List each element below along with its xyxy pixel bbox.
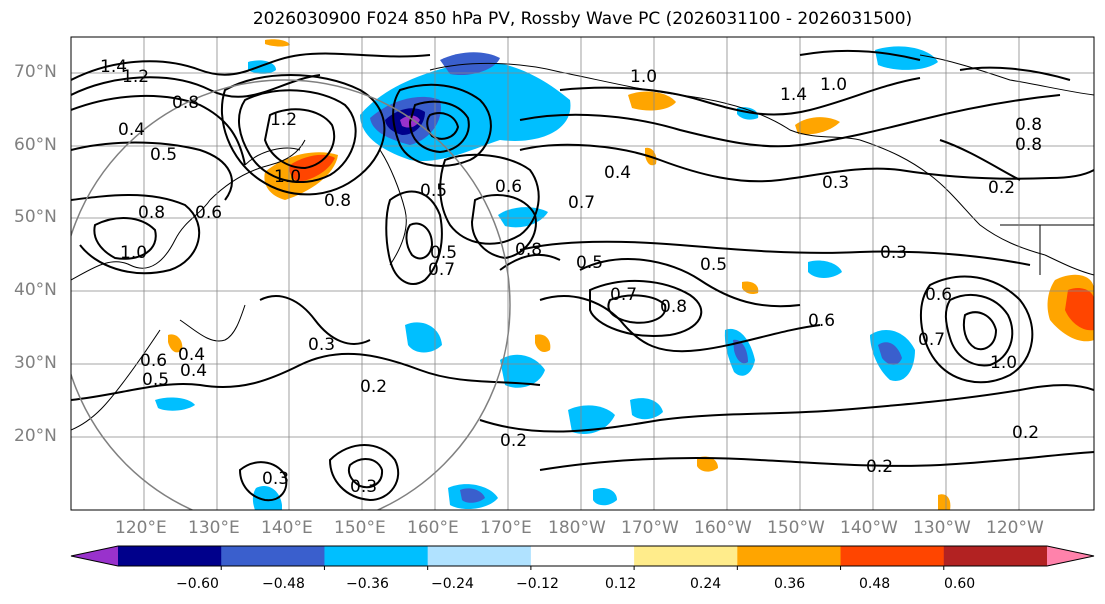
reference-circle	[71, 79, 511, 510]
lat-label: 50°N	[14, 207, 57, 227]
lat-label: 40°N	[14, 280, 57, 300]
lat-label: 30°N	[14, 353, 57, 373]
map-panel: 1.4 1.2 0.8 0.4 0.5 0.8 1.0 0.6 1.2 1.0 …	[70, 36, 1095, 511]
colorbar-segment	[324, 546, 429, 566]
lon-label: 130°W	[913, 518, 971, 538]
pv-contours	[71, 49, 1094, 502]
contour-label: 0.7	[918, 330, 945, 350]
colorbar-segment	[530, 546, 635, 566]
colorbar-segment	[840, 546, 945, 566]
colorbar-tick-label: −0.36	[346, 576, 389, 592]
contour-label: 0.2	[866, 457, 893, 477]
colorbar-segment	[943, 546, 1048, 566]
colorbar-tick-label: 0.60	[944, 576, 976, 592]
colorbar-tick-label: 0.12	[605, 576, 637, 592]
contour-label: 0.8	[138, 203, 165, 223]
contour-label: 0.6	[195, 203, 222, 223]
contour-label: 0.5	[150, 145, 177, 165]
contour-label: 0.8	[1015, 135, 1042, 155]
colorbar-tick-label: 0.24	[690, 576, 722, 592]
contour-label: 0.5	[700, 255, 727, 275]
contour-label: 1.0	[820, 75, 847, 95]
colorbar-segment	[118, 546, 222, 566]
contour-label: 0.8	[1015, 115, 1042, 135]
colorbar-tick-label: 0.48	[859, 576, 891, 592]
colorbar-extend-high	[1047, 546, 1094, 566]
contour-label: 0.6	[808, 311, 835, 331]
colorbar-extend-low	[71, 546, 118, 566]
contour-label: 0.4	[178, 345, 205, 365]
contour-label: 0.7	[610, 285, 637, 305]
contour-label: 0.5	[142, 370, 169, 390]
contour-label: 1.0	[630, 67, 657, 87]
contour-label: 0.5	[430, 243, 457, 263]
lon-label: 130°E	[188, 518, 240, 538]
contour-label: 0.5	[420, 181, 447, 201]
contour-label: 0.3	[350, 477, 377, 497]
lat-label: 60°N	[14, 135, 57, 155]
contour-label: 1.4	[100, 57, 127, 77]
lat-label: 70°N	[14, 62, 57, 82]
contour-label: 0.7	[428, 260, 455, 280]
colorbar-segment	[427, 546, 532, 566]
map-background	[71, 37, 1094, 510]
contour-label: 1.2	[122, 67, 149, 87]
contour-label: 1.2	[270, 110, 297, 130]
lon-label: 160°W	[694, 518, 752, 538]
lat-label: 20°N	[14, 426, 57, 446]
lon-label: 150°E	[334, 518, 386, 538]
map-title: 2026030900 F024 850 hPa PV, Rossby Wave …	[252, 9, 913, 29]
colorbar-tick-label: −0.60	[176, 576, 219, 592]
lon-label: 170°W	[621, 518, 679, 538]
contour-label: 0.5	[576, 253, 603, 273]
lon-label: 150°W	[767, 518, 825, 538]
colorbar-segment	[221, 546, 325, 566]
colorbar-tick-label: 0.36	[774, 576, 806, 592]
lon-label: 140°W	[840, 518, 898, 538]
contour-label: 0.3	[822, 173, 849, 193]
colorbar-outline	[70, 545, 1095, 567]
colorbar-tick-label: −0.48	[262, 576, 305, 592]
contour-label: 0.2	[988, 178, 1015, 198]
colorbar-tick-label: −0.12	[516, 576, 559, 592]
coastlines	[71, 54, 1094, 431]
lon-label: 160°E	[407, 518, 459, 538]
lon-label: 120°W	[986, 518, 1044, 538]
contour-label: 0.3	[880, 243, 907, 263]
contour-label-group: 1.4 1.2 0.8 0.4 0.5 0.8 1.0 0.6 1.2 1.0 …	[100, 57, 1042, 497]
colorbar-segment	[737, 546, 842, 566]
contour-label: 0.2	[1012, 423, 1039, 443]
contour-label: 0.6	[495, 177, 522, 197]
contour-label: 0.6	[140, 351, 167, 371]
contour-label: 0.3	[262, 469, 289, 489]
contour-label: 1.4	[780, 85, 807, 105]
contour-label: 0.7	[568, 193, 595, 213]
contour-label: 0.3	[308, 335, 335, 355]
graticule	[71, 37, 1094, 510]
lon-label: 180°W	[548, 518, 606, 538]
lon-label: 170°E	[480, 518, 532, 538]
contour-label: 0.2	[360, 377, 387, 397]
contour-label: 0.4	[604, 163, 631, 183]
contour-label: 0.8	[324, 191, 351, 211]
colorbar-tick-label: −0.24	[431, 576, 474, 592]
contour-label: 0.8	[515, 240, 542, 260]
colorbar-segment	[634, 546, 738, 566]
lon-label: 120°E	[115, 518, 167, 538]
contour-label: 0.4	[118, 120, 145, 140]
contour-label: 1.0	[274, 167, 301, 187]
map-frame	[70, 36, 1095, 511]
contour-label: 1.0	[990, 353, 1017, 373]
contour-label: 0.2	[500, 431, 527, 451]
contour-label: 0.4	[180, 361, 207, 381]
contour-label: 0.6	[925, 285, 952, 305]
contour-label: 1.0	[120, 243, 147, 263]
contour-label: 0.8	[660, 297, 687, 317]
contour-label: 0.8	[172, 93, 199, 113]
lon-label: 140°E	[261, 518, 313, 538]
